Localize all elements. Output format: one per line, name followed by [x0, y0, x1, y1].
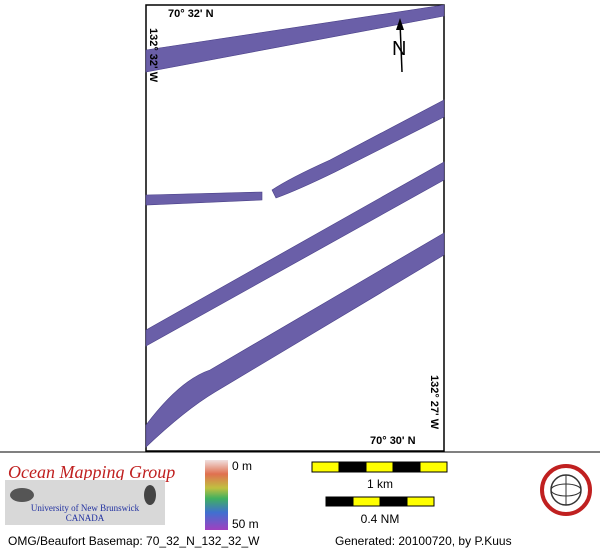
org-name: Ocean Mapping Group [8, 462, 175, 482]
north-label: N [392, 38, 406, 60]
swath [145, 4, 445, 73]
logo-shape [144, 485, 156, 505]
logo-shape [10, 488, 34, 502]
lat-label: 70° 30' N [370, 435, 416, 447]
scale-label: 1 km [367, 477, 393, 491]
scale-bar-km [311, 461, 448, 473]
seal-logo [540, 464, 592, 516]
swath [145, 191, 263, 206]
footer-basemap: OMG/Beaufort Basemap: 70_32_N_132_32_W [8, 534, 260, 548]
country: CANADA [66, 513, 105, 523]
footer-generated: Generated: 20100720, by P.Kuus [335, 534, 512, 548]
swath [145, 161, 445, 347]
scale-bar-nm [325, 496, 435, 507]
depth-colorbar [205, 460, 228, 530]
swath [271, 99, 445, 199]
depth-label: 0 m [232, 459, 252, 473]
scale-label: 0.4 NM [361, 512, 400, 526]
depth-label: 50 m [232, 517, 259, 531]
swaths [145, 4, 445, 448]
lon-label: 132° 32' W [147, 28, 159, 83]
swath [145, 232, 445, 448]
lat-label: 70° 32' N [168, 8, 214, 20]
lon-label: 132° 27' W [428, 375, 440, 430]
university: University of New Brunswick [31, 503, 140, 513]
logo-image [5, 480, 165, 525]
north-arrow: N [392, 18, 406, 73]
